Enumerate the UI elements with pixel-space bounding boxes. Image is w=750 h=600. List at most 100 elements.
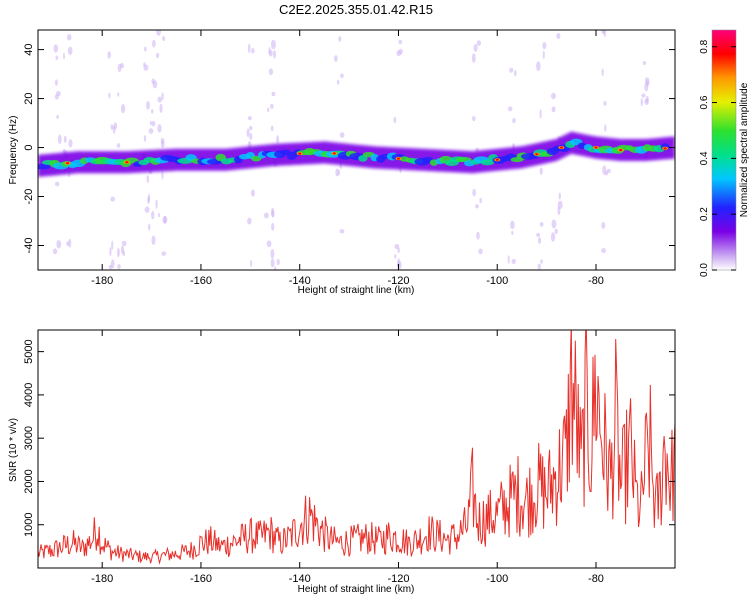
spectrogram-speckle (271, 222, 275, 231)
spectrogram-speckle (393, 116, 397, 124)
spectrogram-hotspot-core (396, 157, 401, 160)
spectrogram-frame (37, 29, 676, 271)
x-tick-label: -180 (91, 573, 113, 585)
spectrogram-hotspot-core (559, 146, 564, 149)
spectrogram-speckle (270, 103, 274, 110)
spectrogram-speckle (251, 48, 255, 54)
spectrogram-speckle (268, 49, 273, 57)
colorbar-label: Normalized spectral amplitude (739, 82, 750, 217)
spectrogram-speckle (601, 68, 604, 77)
spectrogram-speckle (511, 258, 516, 264)
x-tick-label: -80 (588, 275, 604, 287)
spectrogram-speckle (56, 114, 59, 120)
spectrogram-speckle (540, 259, 543, 264)
spectrogram-speckle (122, 250, 125, 257)
spectrogram-speckle (509, 67, 514, 73)
colorbar-tick-label: 0.8 (699, 39, 710, 53)
spectrogram-speckle (601, 30, 606, 35)
colorbar-gradient (711, 29, 737, 271)
spectrogram-speckle (161, 251, 167, 256)
spectrogram-speckle (536, 232, 541, 237)
spectrogram-speckle (247, 115, 252, 121)
y-tick-label: 2000 (23, 469, 35, 493)
spectrogram-speckle (52, 248, 58, 255)
spectrogram-speckle (333, 55, 338, 62)
spectrogram-speckle (542, 50, 545, 60)
colorbar-tick-label: 0.2 (699, 207, 710, 221)
spectrogram-speckle (148, 223, 151, 231)
spectrogram-speckle (158, 212, 161, 218)
spectrogram-speckle (550, 232, 556, 242)
spectrogram-speckle (479, 197, 482, 204)
colorbar-tick-label: 0.6 (699, 95, 710, 109)
y-tick-label: -40 (23, 238, 35, 254)
spectrogram-speckle (557, 200, 563, 210)
x-tick-label: -100 (486, 275, 508, 287)
spectrogram-speckle (250, 259, 253, 268)
colorbar-tick-label: 0.4 (699, 151, 710, 165)
y-tick-label: 1000 (23, 512, 35, 536)
spectrogram-speckle (110, 196, 116, 202)
spectrogram-speckle (558, 192, 561, 200)
spectrogram-speckle (507, 106, 513, 112)
spectrogram-speckle (510, 220, 515, 230)
spectrogram-speckle (475, 204, 479, 209)
spectrogram-x-label: Height of straight line (km) (298, 285, 415, 296)
spectrogram-speckle (340, 73, 344, 79)
spectrogram-speckle (157, 123, 162, 133)
spectrogram-speckle (511, 230, 514, 235)
spectrogram-speckle (640, 97, 643, 107)
spectrogram-speckle (338, 36, 342, 42)
spectrogram-speckle (397, 247, 400, 254)
spectrogram-speckle (249, 125, 253, 131)
spectrogram-speckle (602, 165, 607, 176)
spectrogram-speckle (120, 104, 126, 114)
spectrogram-speckle (556, 33, 561, 39)
spectrogram-hotspot-core (594, 146, 598, 149)
spectrogram-hotspot-core (535, 153, 539, 156)
snr-y-label: SNR (10 * v/v) (8, 418, 19, 482)
spectrogram-blob (38, 163, 51, 170)
spectrogram-speckle (148, 193, 151, 203)
spectrogram-speckle (108, 92, 111, 99)
spectrogram-speckle (476, 40, 482, 46)
spectrogram-speckle (57, 134, 62, 145)
spectrogram-speckle (266, 240, 272, 248)
spectrogram-speckle (471, 53, 476, 64)
spectrogram-speckle (273, 50, 276, 59)
spectrogram-speckle (263, 212, 269, 219)
spectrogram-speckle (270, 125, 274, 132)
colorbar-ticks: 0.0 0.2 0.4 0.6 0.8 (699, 39, 736, 277)
spectrogram-speckle (267, 107, 270, 113)
spectrogram-speckle (276, 258, 280, 266)
y-tick-label: 20 (23, 92, 35, 104)
spectrogram-speckle (539, 167, 543, 175)
spectrogram-hotspot-core (663, 147, 667, 150)
spectrogram-speckle (641, 93, 646, 98)
spectrogram-speckle (117, 263, 121, 270)
spectrogram-speckle (152, 39, 156, 48)
spectrogram-speckle (67, 34, 72, 41)
spectrogram-speckle (119, 62, 124, 69)
spectrogram-speckle (68, 238, 72, 248)
spectrogram-speckle (512, 117, 516, 124)
spectrogram-speckle (250, 189, 255, 197)
spectrogram-speckle (54, 181, 60, 187)
figure-title: C2E2.2025.355.01.42.R15 (279, 2, 433, 17)
spectrogram-speckle (112, 125, 116, 134)
spectrogram-speckle (394, 254, 397, 259)
spectrogram-speckle (247, 217, 252, 225)
spectrogram-speckle (645, 95, 649, 103)
spectrogram-speckle (121, 240, 127, 247)
spectrogram-speckle (110, 259, 115, 269)
spectrogram-speckle (68, 139, 73, 148)
colorbar: 0.0 0.2 0.4 0.6 0.8 Normalized spectral ampl… (699, 29, 750, 277)
spectrogram-speckle (56, 90, 61, 97)
spectrogram-speckle (337, 169, 341, 176)
spectrogram-speckle (514, 69, 517, 77)
spectrogram-speckle (276, 135, 280, 144)
x-tick-label: -160 (190, 275, 212, 287)
spectrogram-speckle (162, 35, 166, 42)
spectrogram-speckle (109, 246, 112, 257)
spectrogram-speckle (507, 255, 510, 264)
